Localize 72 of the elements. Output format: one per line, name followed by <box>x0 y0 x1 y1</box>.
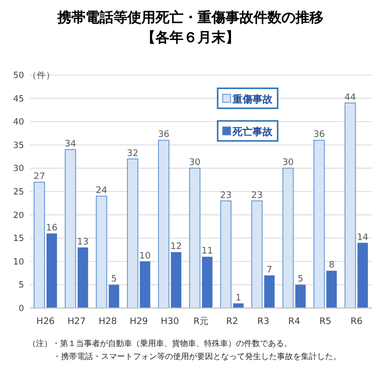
x-tick-label: R4 <box>288 317 301 327</box>
data-label: 10 <box>139 251 152 262</box>
x-tick-label: H27 <box>68 317 86 327</box>
legend-label: 重傷事故 <box>232 93 274 106</box>
data-label: 1 <box>235 293 242 304</box>
y-tick-label: 20 <box>13 210 24 221</box>
data-label: 14 <box>356 232 369 243</box>
x-tick-label: R6 <box>350 317 363 327</box>
bar <box>126 158 138 308</box>
data-label: 8 <box>328 260 335 271</box>
data-label: 27 <box>34 172 46 182</box>
x-tick-label: R2 <box>226 317 238 327</box>
bar <box>108 284 120 308</box>
bar <box>158 140 170 308</box>
x-tick-label: H29 <box>130 317 148 327</box>
data-label: 7 <box>266 265 272 276</box>
y-tick-label: 35 <box>13 140 24 151</box>
bar <box>96 196 108 308</box>
y-tick-label: 40 <box>13 118 24 128</box>
bar <box>264 275 275 308</box>
bar <box>326 270 337 308</box>
data-label: 34 <box>64 140 76 150</box>
bar <box>140 261 150 308</box>
data-label: 11 <box>201 246 213 257</box>
bar <box>202 256 212 308</box>
data-label: 30 <box>282 158 294 168</box>
legend-label: 死亡事故 <box>232 126 274 138</box>
bar <box>189 168 200 308</box>
data-label: 36 <box>313 130 326 140</box>
x-tick-label: H28 <box>98 317 118 327</box>
x-tick-label: R5 <box>319 317 332 327</box>
data-label: 23 <box>251 190 263 201</box>
x-tick-label: R3 <box>257 317 270 327</box>
data-label: 24 <box>96 186 108 196</box>
y-tick-label: 30 <box>13 164 24 174</box>
bar <box>220 200 232 308</box>
bar <box>78 247 88 308</box>
data-label: 5 <box>111 274 117 285</box>
bar <box>344 102 356 308</box>
text: ・携帯電話・スマートフォン等の使用が要因となって発生した事故を集計した。 <box>53 352 341 361</box>
x-tick-label: H26 <box>36 317 55 327</box>
text: （注）・第１当事者が自動車（乗用車、貨物車、特殊車）の件数である。 <box>28 339 292 348</box>
bar <box>295 284 306 308</box>
x-tick-label: H30 <box>160 317 180 327</box>
chart-title: 携帯電話等使用死亡・重傷事故件数の推移 <box>56 9 324 26</box>
y-tick-label: 15 <box>13 234 24 244</box>
data-label: 36 <box>158 130 170 140</box>
data-label: 44 <box>344 92 356 103</box>
bar <box>282 168 294 308</box>
chart-subtitle: 【各年６月末】 <box>142 30 240 46</box>
x-tick-label: R元 <box>193 316 209 327</box>
y-axis-title: （件） <box>28 70 55 81</box>
data-label: 30 <box>189 158 201 168</box>
data-label: 32 <box>126 148 138 159</box>
data-label: 16 <box>46 223 58 234</box>
bar <box>314 140 325 308</box>
bar <box>251 200 263 308</box>
data-label: 13 <box>77 237 89 248</box>
data-label: 12 <box>170 242 182 252</box>
y-tick-label: 5 <box>18 280 24 291</box>
bar <box>170 252 182 308</box>
data-label: 23 <box>220 190 232 201</box>
y-tick-label: 25 <box>13 188 24 198</box>
bar <box>64 149 76 308</box>
y-tick-label: 45 <box>13 94 24 104</box>
data-label: 5 <box>298 274 304 285</box>
y-tick-label: 0 <box>18 304 24 314</box>
bar <box>34 182 45 308</box>
bar <box>357 242 368 308</box>
y-tick-label: 10 <box>13 257 24 268</box>
y-tick-label: 50 <box>13 71 24 81</box>
bar <box>46 233 57 308</box>
